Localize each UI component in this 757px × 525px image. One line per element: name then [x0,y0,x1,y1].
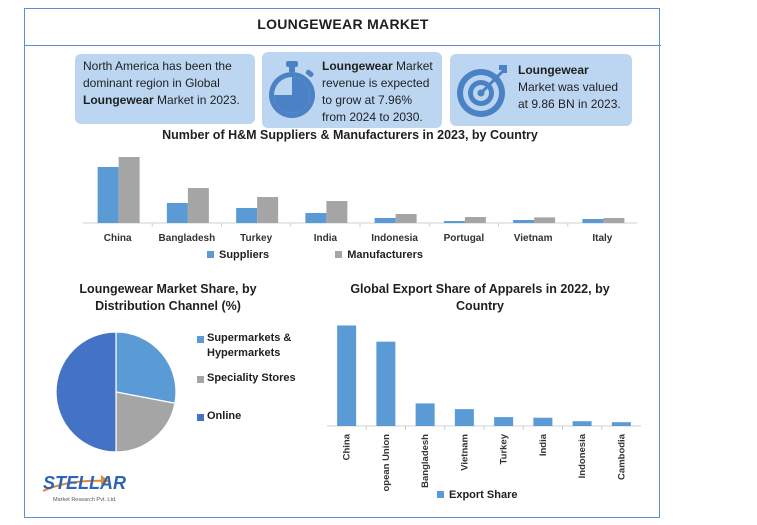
pie-legend-item: Online [197,409,317,424]
x-tick-label: India [314,233,338,244]
bar-suppliers [305,213,327,223]
info-box-region-text: North America has been the dominant regi… [83,59,232,90]
bar-export-share [415,403,435,426]
bar-manufacturers [187,188,209,223]
target-icon [457,65,507,117]
x-tick-label: Italy [592,233,612,244]
x-tick-label: Bangladesh [159,233,216,244]
infographic-frame: LOUNGEWEAR MARKET North America has been… [24,8,661,518]
legend-label-supermarkets: Supermarkets & Hypermarkets [207,332,292,359]
bar-export-share [494,417,514,426]
chart1-title: Number of H&M Suppliers & Manufacturers … [162,128,538,142]
bar-suppliers [166,203,188,223]
pie-slice-speciality [115,391,176,453]
pie-slice-online [55,331,117,453]
export-share-bar-chart: China European Union Bangladesh Vietnam Turk… [327,325,641,491]
legend-swatch-online [197,414,204,421]
pie-legend-item: Speciality Stores [197,371,317,386]
bar-manufacturers [257,197,279,223]
bar-manufacturers [395,214,417,223]
info-box-growth-text: Market revenue is expected to grow at 7.… [322,59,433,124]
legend-swatch-speciality [197,376,204,383]
bar-manufacturers [118,157,140,223]
bar-manufacturers [534,217,556,223]
info-box-valuation-bold: Loungewear [518,63,589,77]
bar-export-share [454,409,474,426]
bar-manufacturers [603,218,625,223]
info-box-region-text-end: Market in 2023. [153,93,240,107]
suppliers-bar-chart: China Bangladesh Turkey India Indonesia Portu… [83,157,637,244]
bar-export-share [611,422,631,426]
info-box-growth-bold: Loungewear [322,59,393,73]
x-tick-label: China [104,233,132,244]
bar-suppliers [374,218,396,223]
bar-suppliers [236,208,258,223]
title-divider [25,45,661,46]
bar-suppliers [513,220,535,223]
x-tick-label: Vietnam [459,434,470,471]
chart3-legend: Export Share [437,489,517,501]
bar-manufacturers [326,201,348,223]
x-tick-label: China [342,433,353,460]
stopwatch-icon [269,61,315,118]
x-tick-label: Turkey [240,233,272,244]
legend-label-online: Online [207,410,242,422]
pie-legend-item: Supermarkets & Hypermarkets [197,331,317,361]
bar-suppliers [582,219,604,223]
bar-suppliers [97,167,119,223]
chart2-title: Loungewear Market Share, by Distribution… [79,282,257,313]
pie-slice-supermarkets [115,331,177,404]
legend-swatch-suppliers [207,250,214,258]
x-tick-label: European Union [381,434,392,491]
legend-label-export: Export Share [449,489,518,501]
stellar-logo: STELLAR Market Research Pvt. Ltd. [42,473,126,503]
x-tick-label: Bangladesh [420,434,431,488]
legend-label-suppliers: Suppliers [219,249,270,261]
info-box-valuation-text: Market was valued at 9.86 BN in 2023. [518,80,621,111]
chart1-legend: Suppliers Manufacturers [207,249,423,261]
legend-label-speciality: Speciality Stores [207,372,296,384]
x-tick-label: Indonesia [577,433,588,478]
bar-manufacturers [464,217,486,223]
info-box-region: North America has been the dominant regi… [75,54,255,124]
x-tick-label: Vietnam [514,233,553,244]
x-tick-label: Cambodia [616,433,627,480]
distribution-pie-chart [55,331,177,453]
legend-swatch-supermarkets [197,336,204,343]
legend-swatch-export [437,490,444,498]
x-tick-label: Turkey [499,433,510,464]
bar-export-share [533,417,553,426]
x-tick-label: Portugal [444,233,485,244]
legend-label-manufacturers: Manufacturers [347,249,424,261]
logo-wordmark: STELLAR [43,473,126,493]
bar-export-share [572,421,592,426]
x-tick-label: India [538,433,549,456]
page-title: LOUNGEWEAR MARKET [257,16,429,32]
bar-export-share [376,341,396,426]
x-tick-label: Indonesia [371,233,418,244]
info-box-region-bold: Loungewear [83,93,154,107]
chart3-title: Global Export Share of Apparels in 2022,… [350,282,610,313]
legend-swatch-manufacturers [335,250,343,258]
bar-export-share [337,325,357,426]
bar-suppliers [443,221,465,223]
logo-tagline: Market Research Pvt. Ltd. [53,497,117,503]
